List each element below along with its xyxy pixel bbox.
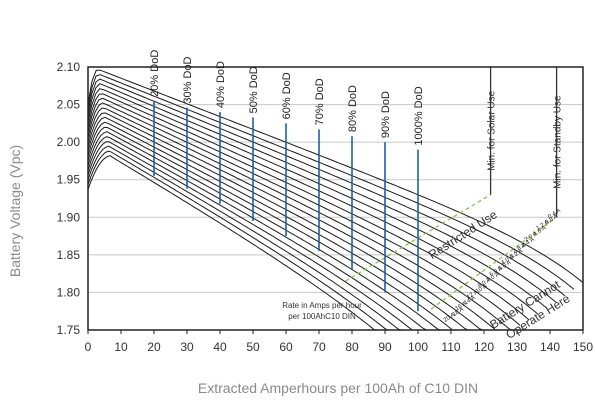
y-tick-label: 2.10: [57, 60, 81, 74]
x-tick-label: 120: [474, 340, 494, 354]
discharge-curve: [87, 83, 557, 303]
x-tick-label: 40: [213, 340, 227, 354]
x-tick-label: 70: [312, 340, 326, 354]
x-tick-label: 150: [573, 340, 593, 354]
limit-lines: [345, 194, 557, 310]
curve-rate-label: 10 A: [475, 284, 488, 295]
x-tick-label: 130: [507, 340, 527, 354]
discharge-curve: [87, 112, 503, 331]
x-tick-label: 30: [180, 340, 194, 354]
x-tick-label: 50: [246, 340, 260, 354]
x-tick-label: 10: [114, 340, 128, 354]
y-tick-label: 1.95: [57, 173, 81, 187]
discharge-curve: [87, 69, 584, 283]
discharge-curve: [87, 93, 539, 315]
discharge-curve: [87, 74, 575, 290]
x-tick-label: 140: [540, 340, 560, 354]
x-tick-label: 20: [147, 340, 161, 354]
x-tick-label: 60: [279, 340, 293, 354]
dod-label: 90% DoD: [380, 91, 392, 138]
restricted-use-label: Restricted Use: [426, 207, 500, 262]
discharge-curve: [87, 88, 548, 309]
y-tick-labels: 2.10 2.05 2.00 1.95 1.90 1.85 1.80 1.75: [57, 60, 81, 337]
x-tick-label: 100: [408, 340, 428, 354]
x-tick-label: 0: [85, 340, 92, 354]
x-axis-title: Extracted Amperhours per 100Ah of C10 DI…: [198, 380, 478, 396]
gridlines: [88, 66, 583, 331]
threshold-lines: Min. for Solar Use Min. for Standby Use: [487, 67, 564, 218]
discharge-curve: [87, 145, 440, 331]
curve-rate-label: 16 A: [454, 301, 467, 312]
x-tick-labels: 0 10 20 30 40 50 60 70 80 90 100 110 120 130 140 150: [85, 340, 594, 354]
discharge-curve: [87, 78, 566, 297]
dod-label: 40% DoD: [215, 61, 227, 108]
curve-rate-label: 12 A: [466, 289, 479, 300]
threshold-label: Min. for Standby Use: [553, 95, 564, 189]
y-tick-label: 1.85: [57, 248, 81, 262]
rate-note-line-1: Rate in Amps per hour: [282, 301, 362, 310]
discharge-curve: [87, 102, 521, 326]
cannot-operate-limit-line: [430, 216, 557, 310]
x-tick-label: 90: [378, 340, 392, 354]
discharge-curves: [87, 69, 584, 331]
discharge-curve: [87, 107, 512, 331]
rate-note-line-2: per 100AhC10 DIN: [288, 312, 356, 321]
curve-rate-label: 18 A: [452, 307, 465, 318]
discharge-curve: [87, 116, 494, 331]
y-tick-label: 2.05: [57, 98, 81, 112]
threshold-label: Min. for Solar Use: [487, 90, 498, 170]
dod-label: 30% DoD: [182, 56, 194, 103]
x-tick-label: 110: [441, 340, 460, 354]
dod-label: 80% DoD: [347, 85, 359, 132]
discharge-curve: [87, 97, 530, 321]
plot-frame: [87, 66, 584, 331]
dod-label: 60% DoD: [281, 72, 293, 119]
y-tick-label: 1.80: [57, 285, 81, 299]
dod-label: 1000% DoD: [413, 86, 425, 145]
x-tick-label: 80: [345, 340, 359, 354]
axes: [87, 66, 584, 334]
y-tick-label: 2.00: [57, 135, 81, 149]
y-tick-label: 1.90: [57, 210, 81, 224]
dod-label: 50% DoD: [248, 66, 260, 113]
discharge-curve: [87, 150, 431, 331]
dod-lines: 20% DoD 30% DoD 40% DoD 50% DoD 60% DoD 70% D…: [149, 50, 425, 312]
discharge-curve: [87, 141, 449, 331]
y-axis-title: Battery Voltage (Vpc): [7, 145, 23, 277]
dod-label: 20% DoD: [149, 50, 161, 97]
curve-rate-label: 20 A: [443, 312, 456, 323]
discharge-curve: [87, 131, 467, 331]
discharge-curve: [87, 155, 422, 331]
dod-label: 70% DoD: [314, 78, 326, 125]
curve-rate-label: 14 A: [463, 295, 476, 306]
discharge-curve: [87, 136, 458, 331]
discharge-curve: [87, 127, 476, 331]
y-tick-label: 1.75: [57, 323, 81, 337]
